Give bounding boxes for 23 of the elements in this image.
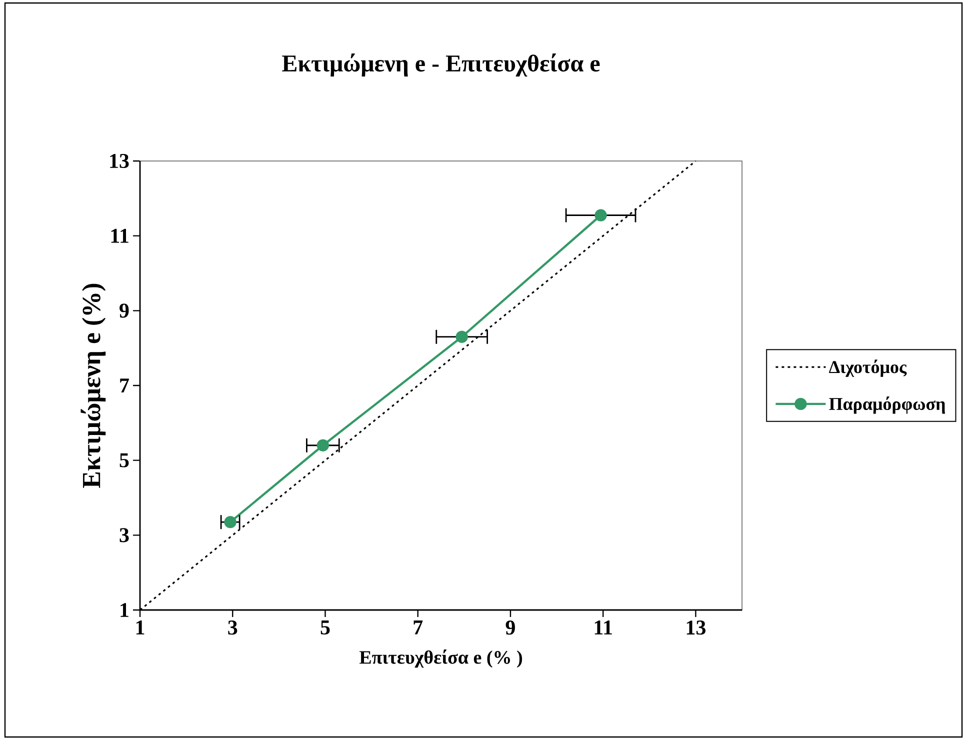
y-axis-title: Εκτιμώμενη e (%) <box>80 284 106 488</box>
x-tick-label: 13 <box>686 620 706 635</box>
point <box>224 516 236 528</box>
legend-label: Παραμόρφωση <box>829 396 945 414</box>
x-tick-label: 7 <box>414 620 423 634</box>
point <box>594 209 607 222</box>
x-tick-label: 9 <box>506 620 515 635</box>
x-tick-label: 5 <box>320 620 330 634</box>
point <box>316 439 330 452</box>
x-tick-label: 11 <box>594 620 612 634</box>
y-tick-label: 7 <box>120 378 129 392</box>
point <box>456 330 468 343</box>
y-tick-label: 9 <box>120 304 129 318</box>
x-tick-label: 3 <box>228 620 238 635</box>
y-tick-label: 11 <box>111 228 128 243</box>
x-tick-label: 1 <box>136 620 144 634</box>
y-tick-label: 3 <box>120 528 129 542</box>
y-tick-label: 1 <box>120 603 128 617</box>
y-tick-label: 5 <box>120 453 129 468</box>
chart-title: Εκτιμώμενη e - Επιτευχθείσα e <box>282 54 600 76</box>
y-tick-label: 13 <box>110 154 129 168</box>
legend-label: Διχοτόμος <box>829 360 907 377</box>
x-axis-title: Επιτευχθείσα e (% ) <box>359 650 522 668</box>
